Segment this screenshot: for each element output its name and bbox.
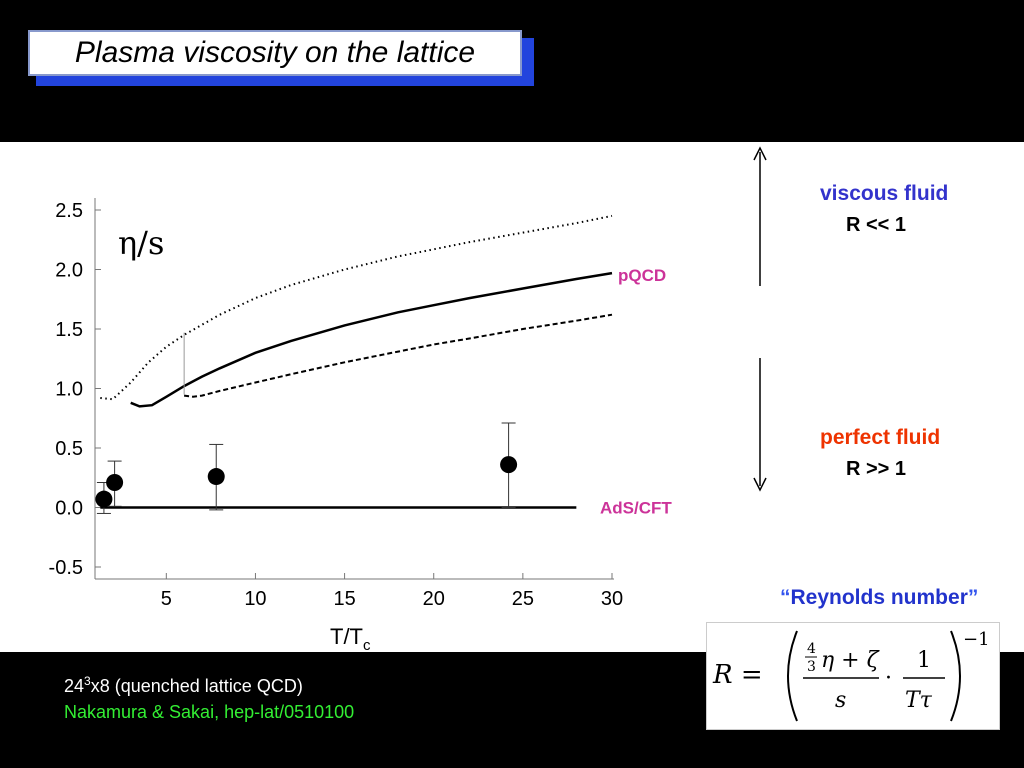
lattice-base: 24: [64, 676, 85, 696]
formula-numerator: η + ζ: [821, 648, 881, 673]
x-tick-label: 25: [512, 588, 534, 610]
reynolds-open-quote: “: [780, 586, 791, 609]
x-tick-label: 20: [423, 588, 445, 610]
fluid-arrows: [753, 146, 767, 492]
title-box: Plasma viscosity on the lattice: [28, 30, 522, 76]
y-tick-label: 2.0: [55, 260, 83, 282]
curve-dotted: [100, 214, 613, 401]
formula-lhs: R =: [712, 660, 763, 690]
y-tick-label: 2.5: [55, 200, 83, 222]
formula-svg: R = 4 3 η + ζ s · 1 Tτ −1: [712, 629, 990, 722]
formula-frac-num: 4: [807, 641, 816, 657]
perfect-fluid-label: perfect fluid: [820, 426, 941, 449]
lattice-info: 243x8 (quenched lattice QCD): [64, 674, 303, 697]
formula-dot: ·: [885, 666, 892, 691]
y-tick-label: -0.5: [49, 557, 83, 579]
x-tick-label: 10: [244, 588, 266, 610]
perfect-arrow-head: [753, 477, 767, 492]
reynolds-number-label: “Reynolds number”: [780, 586, 978, 610]
slide-title: Plasma viscosity on the lattice: [74, 36, 476, 69]
curve-dashed: [183, 313, 613, 398]
reynolds-close-quote: ”: [967, 586, 979, 609]
chart-labels: 2.5 2.0 1.5 1.0 0.5 0.0 -0.5 5 10 15 20 25 30 η/s T/Tc…: [49, 200, 673, 652]
formula-right-paren: [950, 630, 961, 722]
x-tick-label: 5: [161, 588, 172, 610]
data-point: [500, 456, 518, 474]
citation: Nakamura & Sakai, hep-lat/0510100: [64, 702, 355, 722]
y-tick-label: 0.0: [55, 498, 83, 520]
formula-frac-den: 3: [807, 659, 816, 675]
x-axis-title: T/Tc: [330, 624, 371, 652]
x-tick-label: 15: [333, 588, 355, 610]
formula-frac2-den: Tτ: [905, 688, 933, 713]
y-tick-label: 1.5: [55, 319, 83, 341]
viscous-arrow-head: [753, 146, 767, 161]
chart-curves: [100, 214, 613, 509]
viscous-fluid-label: viscous fluid: [820, 182, 949, 205]
lattice-sup: 3: [84, 674, 91, 688]
reynolds-text: Reynolds number: [790, 586, 968, 609]
perfect-fluid-relation: R >> 1: [846, 458, 907, 480]
formula-frac2-num: 1: [917, 648, 931, 673]
formula-exponent: −1: [963, 629, 990, 650]
formula-left-paren: [787, 630, 798, 722]
y-tick-label: 1.0: [55, 379, 83, 401]
formula-denominator: s: [835, 688, 846, 713]
y-tick-label: 0.5: [55, 438, 83, 460]
viscous-fluid-relation: R << 1: [846, 214, 907, 236]
chart-axes: [94, 198, 614, 580]
chart-marks: [95, 422, 518, 514]
y-axis-title: η/s: [118, 224, 164, 262]
data-point: [106, 474, 124, 492]
content-background: [0, 142, 1024, 652]
data-point: [95, 490, 113, 508]
reynolds-formula: R = 4 3 η + ζ s · 1 Tτ −1: [706, 622, 1000, 730]
lattice-rest: x8 (quenched lattice QCD): [90, 676, 303, 696]
x-tick-label: 30: [601, 588, 623, 610]
viscosity-chart: 2.5 2.0 1.5 1.0 0.5 0.0 -0.5 5 10 15 20 25 30 η/s T/Tc…: [49, 146, 767, 652]
pqcd-label: pQCD: [618, 266, 666, 285]
curve-solid: [130, 271, 613, 408]
data-point: [207, 468, 225, 486]
ads-cft-label: AdS/CFT: [600, 499, 672, 518]
